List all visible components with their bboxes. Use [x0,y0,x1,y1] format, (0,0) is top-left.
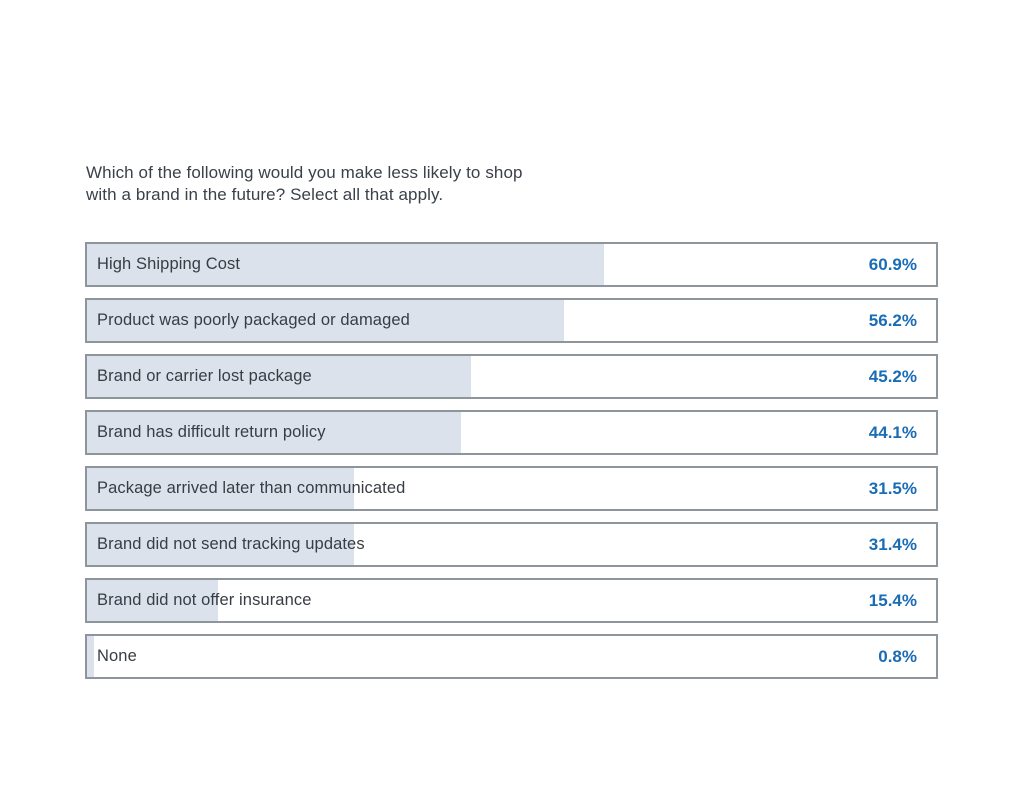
bar-value: 31.4% [868,534,917,554]
bar-label: Brand or carrier lost package [97,367,312,385]
bar-row: Brand did not send tracking updates 31.4% [85,522,938,567]
bar-label: Brand did not offer insurance [97,591,312,609]
bar-row: None 0.8% [85,634,938,679]
bar-value: 44.1% [868,422,917,442]
bar-value: 56.2% [868,310,917,330]
bar-fill [87,468,355,509]
bar-value: 15.4% [868,590,917,610]
bar-label: None [97,647,137,665]
bar-row: High Shipping Cost 60.9% [85,242,938,287]
bar-label: Package arrived later than communicated [97,479,406,497]
chart-title: Which of the following would you make le… [86,163,523,204]
bar-fill [87,244,605,285]
bar-label: Product was poorly packaged or damaged [97,311,410,329]
bar-label: High Shipping Cost [97,255,241,273]
bar-fill [87,412,462,453]
bar-chart: High Shipping Cost 60.9% Product was poorl… [85,242,938,690]
bar-row: Product was poorly packaged or damaged 56… [85,298,938,343]
bar-row: Package arrived later than communicated 3… [85,466,938,511]
bar-fill [87,300,565,341]
bar-label: Brand has difficult return policy [97,423,326,441]
bar-value: 31.5% [868,478,917,498]
bar-fill [87,356,471,397]
bar-fill [87,524,354,565]
bar-value: 0.8% [878,646,917,666]
bar-label: Brand did not send tracking updates [97,535,365,553]
bar-row: Brand did not offer insurance 15.4% [85,578,938,623]
bar-row: Brand has difficult return policy 44.1% [85,410,938,455]
bar-fill [87,580,218,621]
bar-value: 60.9% [868,254,917,274]
bar-fill [87,636,94,677]
bar-value: 45.2% [868,366,917,386]
bar-row: Brand or carrier lost package 45.2% [85,354,938,399]
